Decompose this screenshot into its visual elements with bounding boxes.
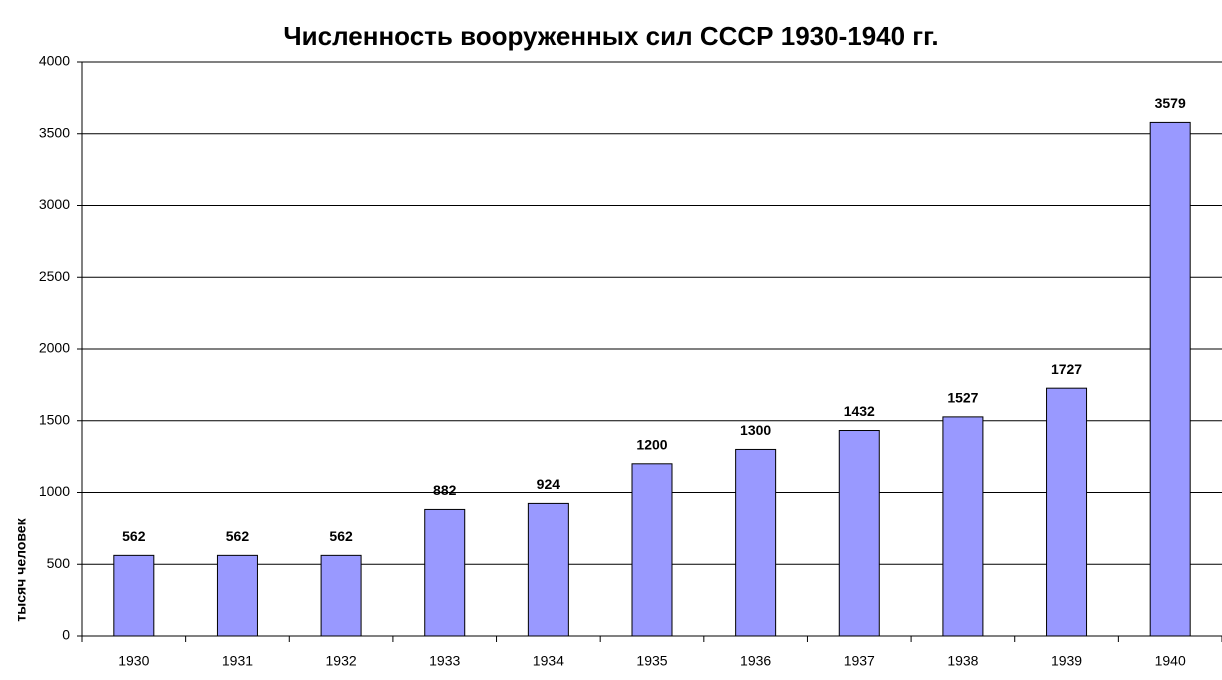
x-tick-label: 1931 xyxy=(222,653,253,669)
data-label: 562 xyxy=(122,528,146,544)
bar xyxy=(113,554,155,637)
y-tick-label: 1500 xyxy=(39,411,70,427)
bar xyxy=(216,554,258,637)
data-label: 1727 xyxy=(1051,361,1082,377)
bar xyxy=(942,416,984,637)
x-tick-label: 1935 xyxy=(636,653,667,669)
bar xyxy=(320,554,362,637)
y-tick-label: 3500 xyxy=(39,124,70,140)
data-label: 1432 xyxy=(844,403,875,419)
data-label: 1300 xyxy=(740,422,771,438)
y-tick-label: 2500 xyxy=(39,268,70,284)
bar xyxy=(424,508,466,637)
bar xyxy=(527,502,569,637)
data-label: 562 xyxy=(329,528,353,544)
bar xyxy=(1149,121,1191,637)
x-tick-label: 1940 xyxy=(1155,653,1186,669)
y-axis-label: тысяч человек xyxy=(13,517,29,621)
x-tick-label: 1937 xyxy=(844,653,875,669)
data-label: 1527 xyxy=(947,390,978,406)
x-tick-label: 1933 xyxy=(429,653,460,669)
data-label: 1200 xyxy=(636,437,667,453)
x-tick-label: 1934 xyxy=(533,653,564,669)
y-tick-label: 1000 xyxy=(39,483,70,499)
x-tick-label: 1932 xyxy=(326,653,357,669)
x-tick-label: 1938 xyxy=(947,653,978,669)
data-label: 3579 xyxy=(1155,95,1186,111)
data-label: 924 xyxy=(537,476,561,492)
data-label: 562 xyxy=(226,528,250,544)
chart-title: Численность вооруженных сил СССР 1930-19… xyxy=(283,21,938,51)
bar xyxy=(1046,387,1088,637)
y-tick-label: 2000 xyxy=(39,340,70,356)
x-tick-label: 1930 xyxy=(118,653,149,669)
data-label: 882 xyxy=(433,482,457,498)
x-tick-label: 1936 xyxy=(740,653,771,669)
y-tick-label: 3000 xyxy=(39,196,70,212)
bar xyxy=(735,448,777,637)
x-tick-label: 1939 xyxy=(1051,653,1082,669)
y-tick-label: 500 xyxy=(47,555,71,571)
bar xyxy=(838,430,880,637)
bar xyxy=(631,463,673,637)
y-tick-label: 4000 xyxy=(39,53,70,69)
y-tick-label: 0 xyxy=(62,627,70,643)
